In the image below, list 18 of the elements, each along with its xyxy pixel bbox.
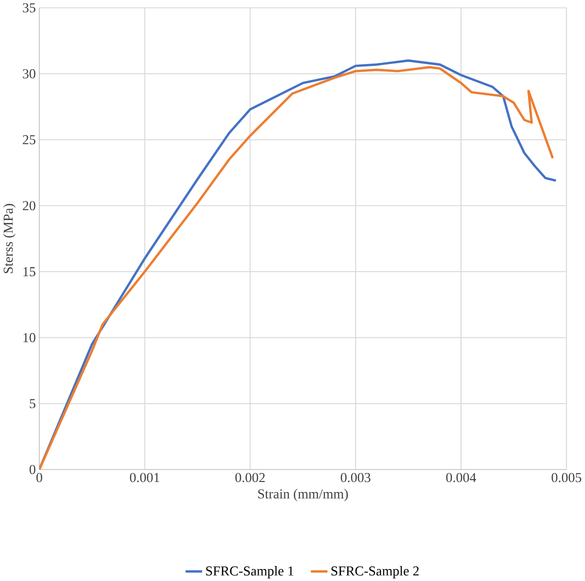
legend-label: SFRC-Sample 2 — [331, 566, 419, 578]
y-tick-label: 20 — [22, 201, 36, 210]
legend-label: SFRC-Sample 1 — [206, 566, 294, 578]
y-tick-label: 10 — [23, 333, 36, 342]
x-tick-label: 0.002 — [235, 473, 265, 482]
y-axis-title: Sterss (MPa) — [3, 204, 16, 274]
y-tick-label: 0 — [30, 465, 36, 474]
y-tick-label: 35 — [22, 3, 36, 12]
y-tick-label: 25 — [22, 135, 36, 144]
y-tick-label: 15 — [23, 267, 36, 276]
x-tick-label: 0.003 — [340, 473, 370, 482]
x-tick-label: 0.004 — [446, 473, 476, 482]
x-tick-label: 0.005 — [552, 473, 582, 482]
x-tick-label: 0.001 — [130, 473, 160, 482]
x-axis-title: Strain (mm/mm) — [258, 489, 348, 502]
y-tick-label: 30 — [22, 69, 36, 78]
x-tick-label: 0 — [36, 473, 42, 482]
y-tick-label: 5 — [30, 399, 36, 408]
